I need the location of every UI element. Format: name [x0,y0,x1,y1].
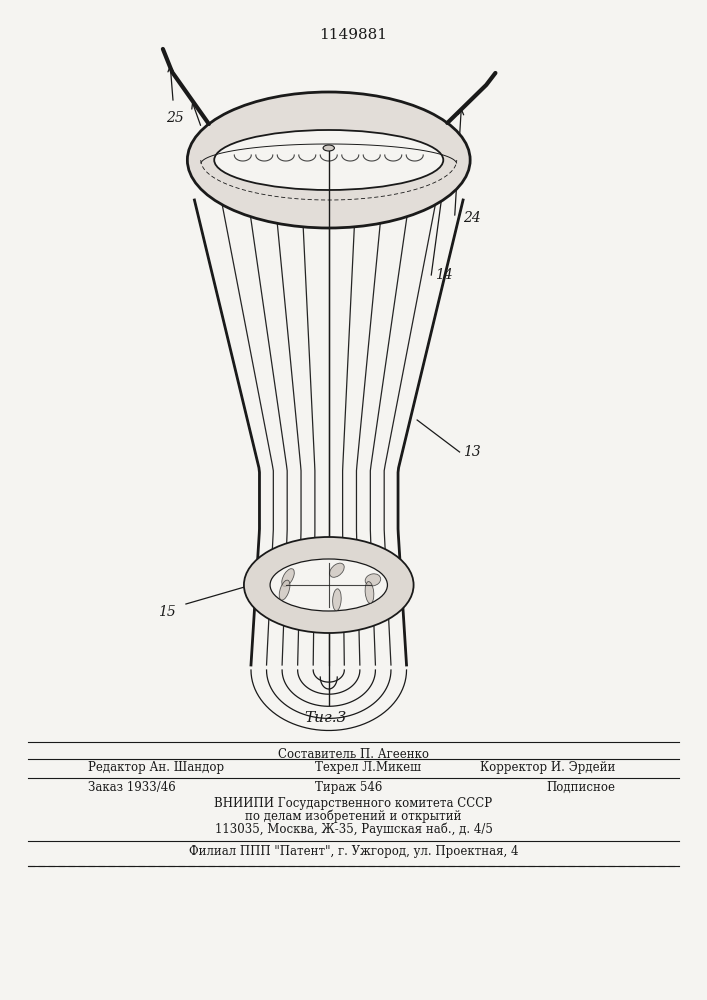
Ellipse shape [366,574,380,586]
Ellipse shape [187,92,470,228]
Ellipse shape [323,145,334,151]
Text: по делам изобретений и открытий: по делам изобретений и открытий [245,809,462,823]
Ellipse shape [365,582,374,603]
Text: 14: 14 [435,268,452,282]
Text: Составитель П. Агеенко: Составитель П. Агеенко [278,748,429,761]
Text: 24: 24 [463,211,481,225]
Text: 113035, Москва, Ж-35, Раушская наб., д. 4/5: 113035, Москва, Ж-35, Раушская наб., д. … [214,822,493,836]
Text: 15: 15 [158,605,175,619]
Ellipse shape [244,537,414,633]
Text: Подписное: Подписное [546,780,615,794]
Text: Редактор Ан. Шандор: Редактор Ан. Шандор [88,762,225,774]
Text: Филиал ППП "Патент", г. Ужгород, ул. Проектная, 4: Филиал ППП "Патент", г. Ужгород, ул. Про… [189,846,518,858]
Ellipse shape [329,563,344,577]
Text: Заказ 1933/46: Заказ 1933/46 [88,780,176,794]
Text: 1149881: 1149881 [320,28,387,42]
Text: Тираж 546: Тираж 546 [315,780,382,794]
Ellipse shape [279,580,290,600]
Ellipse shape [270,559,387,611]
Text: Τиг.3: Τиг.3 [304,711,346,725]
Ellipse shape [332,589,341,611]
Ellipse shape [282,569,294,586]
Text: Корректор И. Эрдейи: Корректор И. Эрдейи [480,762,615,774]
Text: Техрел Л.Микеш: Техрел Л.Микеш [315,762,421,774]
Text: 25: 25 [166,111,184,125]
Text: 13: 13 [463,445,481,459]
Ellipse shape [214,130,443,190]
Text: ВНИИПИ Государственного комитета СССР: ВНИИПИ Государственного комитета СССР [214,796,493,810]
